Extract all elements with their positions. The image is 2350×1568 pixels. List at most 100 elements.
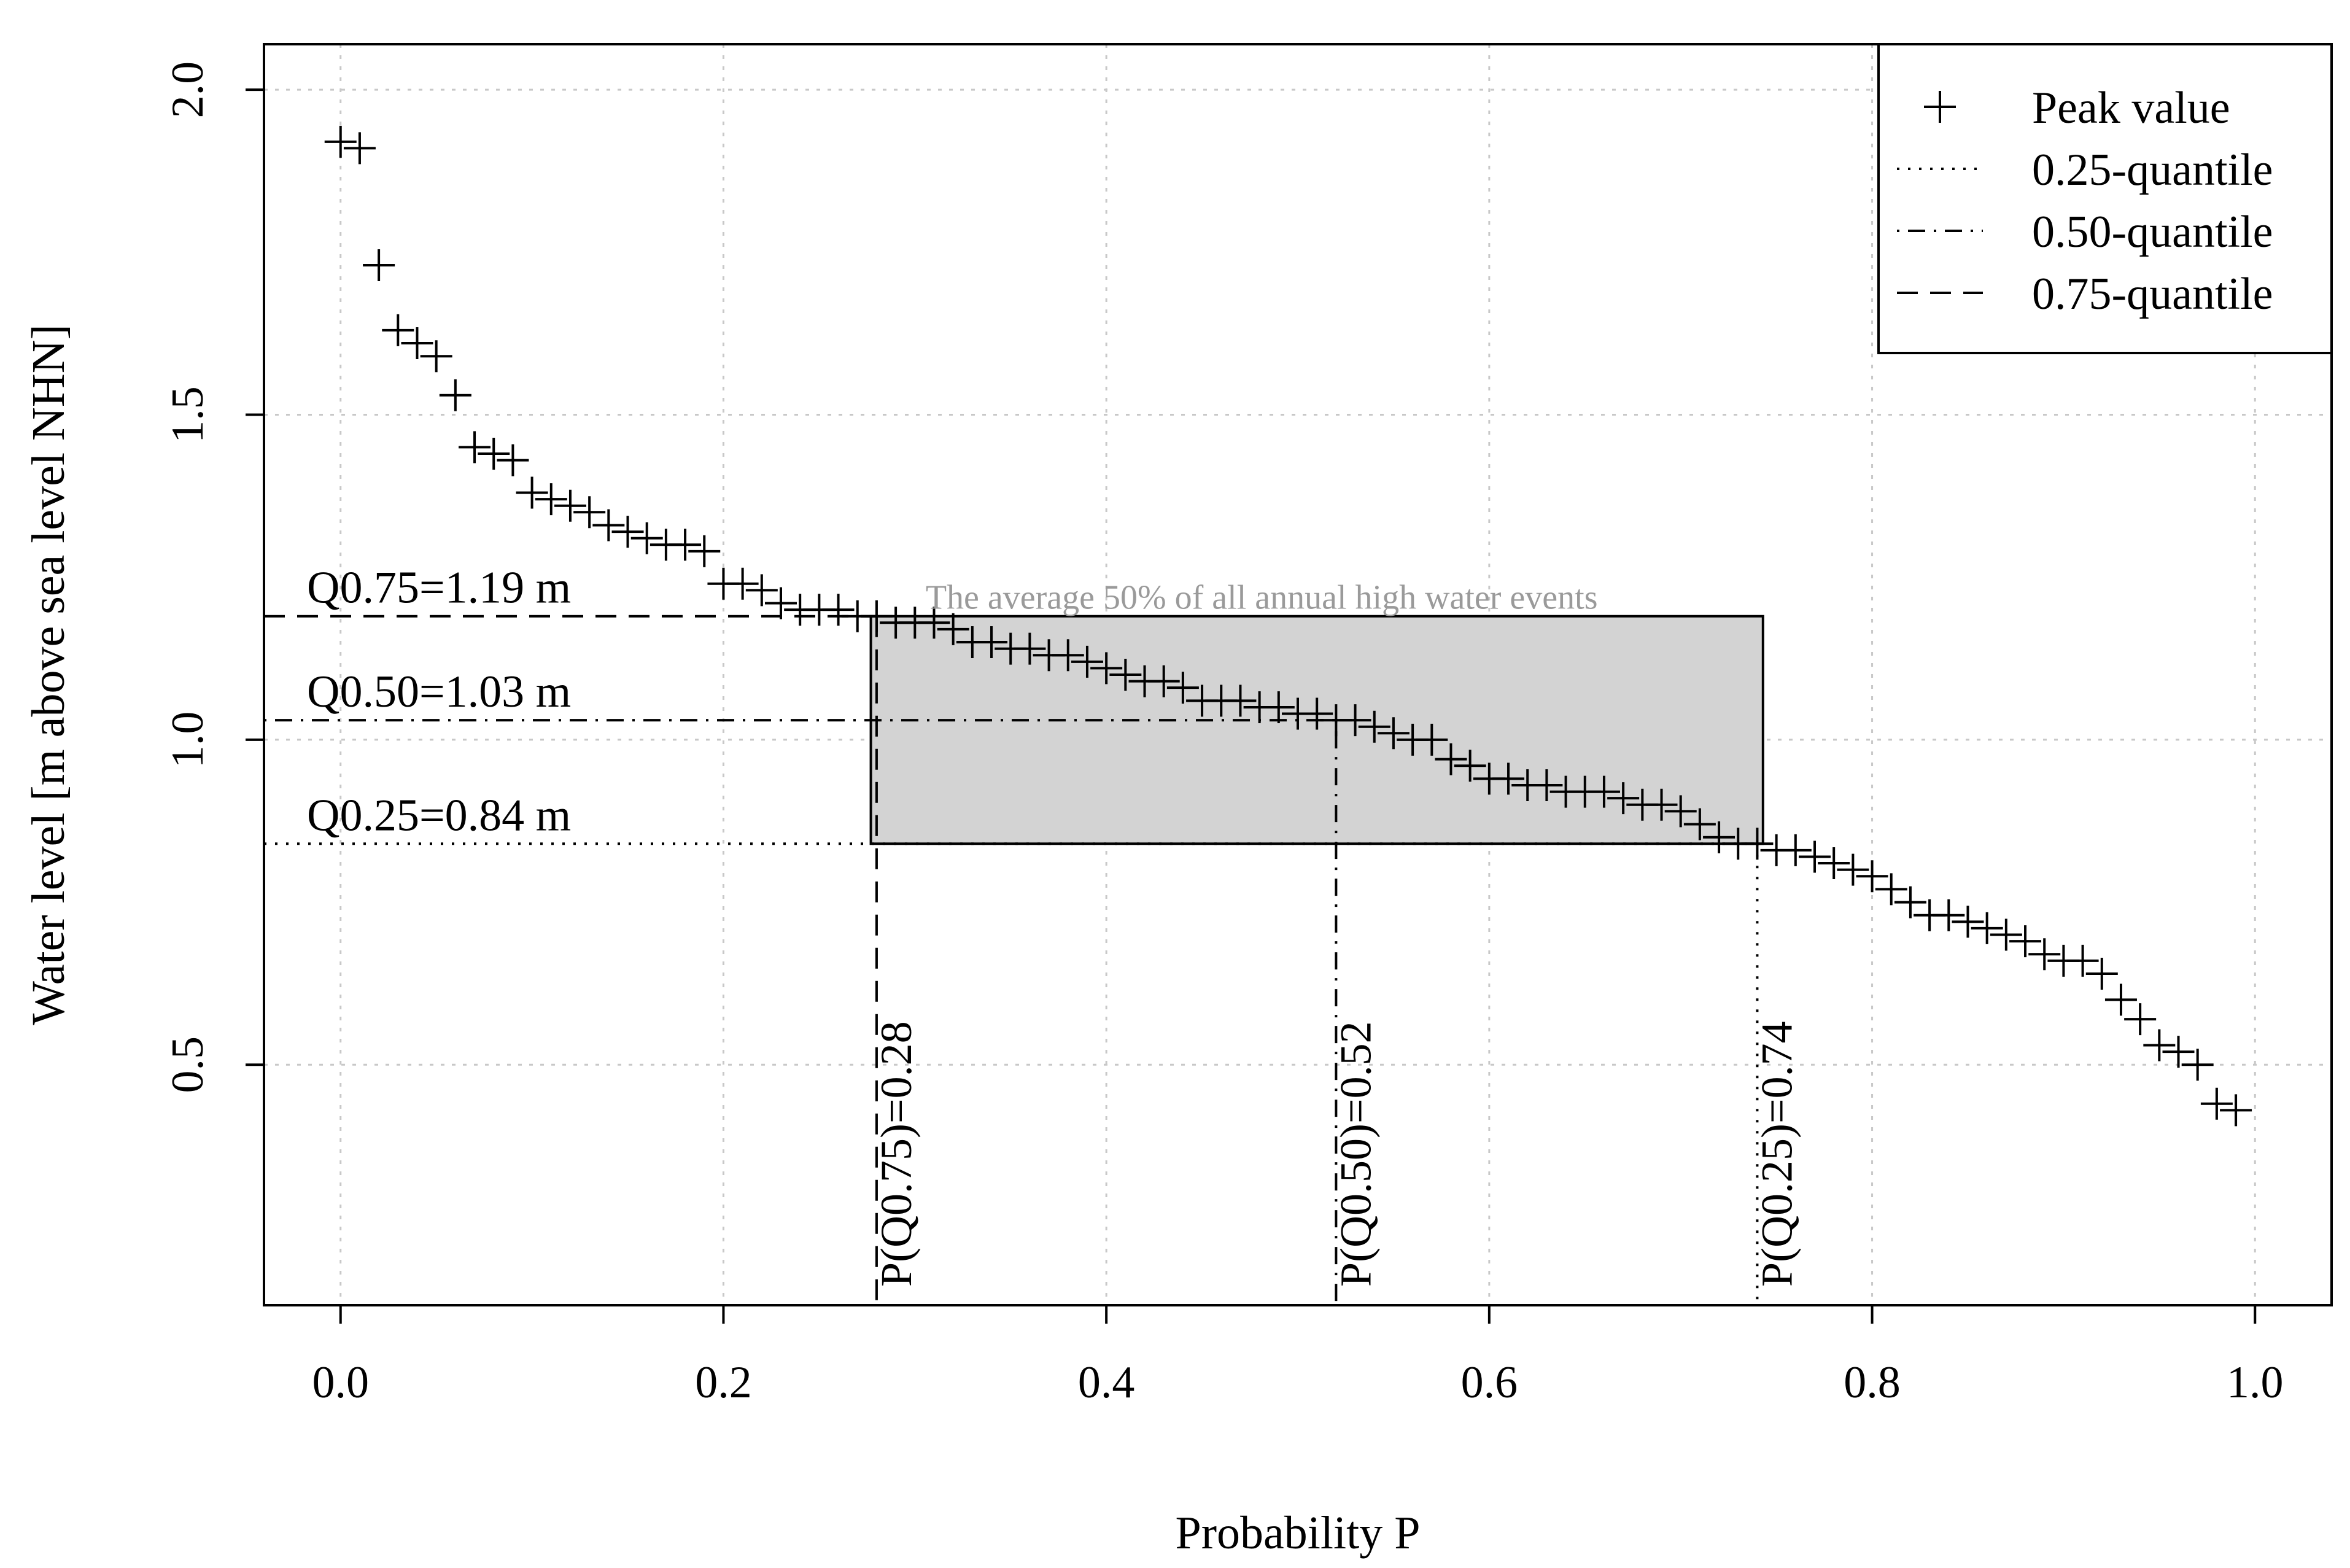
data-point bbox=[401, 327, 433, 360]
data-point bbox=[1109, 659, 1142, 691]
y-tick-label: 1.5 bbox=[163, 386, 213, 443]
data-point bbox=[745, 574, 778, 607]
data-point bbox=[459, 431, 491, 464]
data-point bbox=[1779, 834, 1812, 866]
data-point bbox=[1052, 639, 1084, 672]
shaded-region bbox=[869, 615, 1764, 845]
data-point bbox=[860, 600, 893, 632]
data-point bbox=[2220, 1094, 2252, 1127]
data-point bbox=[1664, 795, 1697, 828]
data-point bbox=[1090, 652, 1123, 685]
data-point bbox=[1990, 918, 2022, 951]
data-point bbox=[1588, 775, 1620, 808]
legend-box bbox=[1877, 43, 2333, 354]
data-point bbox=[1741, 828, 1774, 860]
data-point bbox=[1301, 697, 1333, 730]
data-point bbox=[1147, 665, 1180, 697]
legend-entry-label: 0.25-quantile bbox=[2032, 145, 2273, 195]
data-point bbox=[1645, 788, 1678, 821]
x-axis-title: Probability P bbox=[1175, 1507, 1420, 1559]
data-point bbox=[1703, 821, 1735, 853]
quantile-probability-label: P(Q0.75)=0.28 bbox=[872, 1021, 921, 1287]
legend-symbol-plus bbox=[1924, 91, 1956, 123]
data-point bbox=[478, 438, 510, 470]
data-point bbox=[975, 626, 1008, 659]
data-point bbox=[1071, 645, 1103, 678]
data-point bbox=[2009, 925, 2042, 958]
data-point bbox=[822, 594, 855, 626]
data-point bbox=[324, 125, 357, 158]
data-point bbox=[2104, 984, 2137, 1016]
quantile-level-label: Q0.25=0.84 m bbox=[307, 790, 571, 840]
data-point bbox=[2162, 1036, 2195, 1068]
quantile-level-label: Q0.50=1.03 m bbox=[307, 667, 571, 717]
y-tick-label: 0.5 bbox=[163, 1036, 213, 1093]
data-point bbox=[573, 496, 606, 529]
points-layer bbox=[324, 125, 2252, 1127]
x-tick-label: 0.2 bbox=[695, 1357, 752, 1408]
data-point bbox=[1799, 840, 1831, 873]
x-tick-label: 0.8 bbox=[1844, 1357, 1901, 1408]
legend-entry-label: Peak value bbox=[2032, 83, 2230, 133]
data-point bbox=[1014, 632, 1046, 665]
data-point bbox=[918, 607, 950, 639]
data-point bbox=[1435, 743, 1467, 775]
data-point bbox=[1454, 750, 1486, 782]
data-point bbox=[420, 340, 452, 373]
x-tick-label: 0.4 bbox=[1078, 1357, 1135, 1408]
data-point bbox=[2143, 1029, 2176, 1062]
x-tick-label: 1.0 bbox=[2227, 1357, 2284, 1408]
quantile-layer bbox=[264, 615, 1759, 1305]
data-point bbox=[1492, 763, 1525, 795]
data-point bbox=[1377, 717, 1410, 750]
data-point bbox=[2028, 938, 2061, 971]
data-point bbox=[2085, 958, 2118, 990]
quantile-level-label: Q0.75=1.19 m bbox=[307, 563, 571, 613]
data-point bbox=[630, 522, 663, 554]
data-point bbox=[2181, 1049, 2214, 1081]
y-tick-label: 2.0 bbox=[163, 61, 213, 118]
data-point bbox=[1339, 704, 1371, 737]
x-tick-label: 0.6 bbox=[1461, 1357, 1518, 1408]
data-point bbox=[765, 587, 797, 619]
data-point bbox=[1952, 906, 1984, 938]
data-point bbox=[497, 444, 529, 476]
data-point bbox=[363, 249, 395, 281]
shaded-region-caption: The average 50% of all annual high water… bbox=[926, 579, 1598, 617]
y-axis-title: Water level [m above sea level NHN] bbox=[23, 324, 74, 1025]
data-point bbox=[439, 379, 471, 411]
data-point bbox=[343, 132, 376, 165]
x-tick-label: 0.0 bbox=[312, 1357, 369, 1408]
data-point bbox=[592, 509, 625, 541]
data-point bbox=[516, 476, 548, 509]
data-point bbox=[535, 483, 567, 516]
data-point bbox=[554, 489, 586, 522]
shade-layer bbox=[869, 615, 1764, 845]
legend-entry-label: 0.50-quantile bbox=[2032, 207, 2273, 257]
data-point bbox=[1224, 685, 1257, 717]
data-point bbox=[1166, 672, 1199, 704]
data-point bbox=[1416, 723, 1448, 756]
data-point bbox=[1530, 769, 1563, 801]
quantile-probability-label: P(Q0.50)=0.52 bbox=[1331, 1021, 1380, 1287]
data-point bbox=[1933, 899, 1965, 931]
data-point bbox=[382, 314, 414, 346]
data-point bbox=[688, 535, 721, 567]
data-point bbox=[1971, 912, 2003, 944]
data-point bbox=[2200, 1087, 2233, 1120]
data-point bbox=[1262, 691, 1295, 723]
data-point bbox=[1875, 873, 1907, 906]
quantile-probability-label: P(Q0.25)=0.74 bbox=[1752, 1021, 1801, 1287]
data-point bbox=[669, 529, 702, 561]
plot-frame bbox=[263, 43, 2333, 1306]
y-tick-label: 1.0 bbox=[163, 712, 213, 769]
data-point bbox=[1818, 847, 1850, 880]
data-point bbox=[1683, 808, 1716, 840]
data-point bbox=[2066, 944, 2099, 977]
legend-entry-label: 0.75-quantile bbox=[2032, 269, 2273, 319]
data-point bbox=[1894, 886, 1926, 918]
labels-layer: Q0.25=0.84 m P(Q0.25)=0.74 Q0.50=1.03 m P(Q… bbox=[307, 563, 1801, 1287]
data-point bbox=[937, 613, 969, 645]
axes-layer: 0.0 0.2 0.4 0.6 0.8 1.0 0.5 1.0 1.5 2.0 Probabilit… bbox=[23, 61, 2284, 1559]
